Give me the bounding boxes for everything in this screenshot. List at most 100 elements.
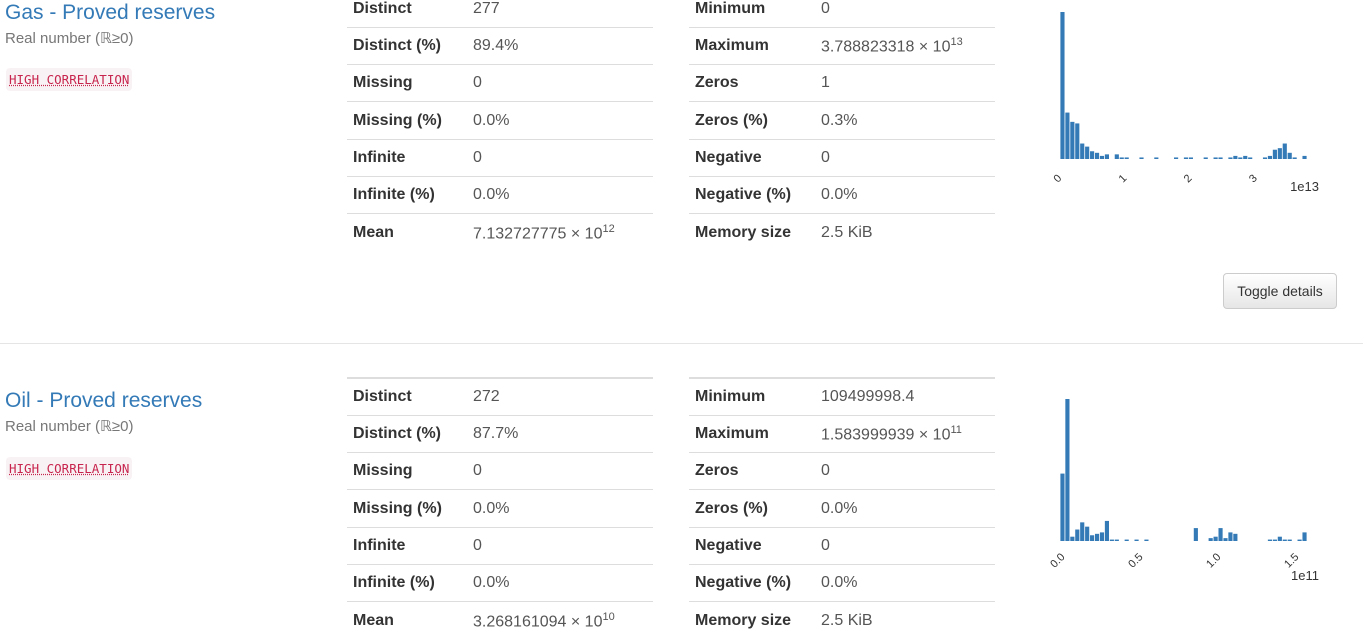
stat-label: Negative (%) — [689, 563, 815, 602]
histogram-bar — [1124, 539, 1129, 541]
histogram-bar — [1114, 539, 1119, 541]
stats-row: Infinite (%) 0.0% — [347, 563, 653, 602]
histogram-bar — [1302, 532, 1307, 541]
stat-label: Minimum — [689, 376, 815, 416]
stat-label: Zeros (%) — [689, 101, 815, 140]
stat-value: 0 — [815, 138, 995, 177]
histogram-bar — [1104, 154, 1109, 159]
stat-value-text: 0.0% — [473, 111, 510, 129]
stat-value-exponent: 13 — [950, 35, 963, 48]
stat-value-text: 0 — [473, 462, 482, 480]
histogram-bar — [1134, 539, 1139, 541]
histogram-bar — [1277, 536, 1282, 541]
stat-value: 0.0% — [815, 563, 995, 602]
stat-value: 0 — [467, 452, 653, 490]
histogram-gas: 0 1 2 3 1e13 — [1051, 12, 1319, 194]
high-correlation-badge[interactable]: HIGH CORRELATION — [6, 68, 133, 91]
stats-row: Missing 0 — [347, 64, 653, 102]
stats-table-right: Minimum 109499998.4 Maximum 1.583999939 × 1… — [689, 376, 995, 639]
histogram-bar — [1104, 520, 1109, 541]
variable-gas-proved-reserves: Gas - Proved reserves Real number (ℝ≥0) … — [5, 0, 1337, 309]
stat-label: Maximum — [689, 414, 815, 453]
stat-value-text: 277 — [473, 0, 500, 17]
histogram-bar — [1223, 538, 1228, 541]
stat-value: 2.5 KiB — [815, 213, 995, 252]
stat-label: Maximum — [689, 26, 815, 65]
stat-value-exponent: 12 — [602, 222, 615, 235]
histogram-bar — [1248, 157, 1253, 159]
stats-row: Infinite 0 — [347, 526, 653, 565]
stat-value-text: 0.0% — [821, 186, 858, 204]
stat-value-text: 272 — [473, 387, 500, 405]
stat-label: Missing — [347, 64, 467, 102]
histogram-bar — [1114, 154, 1119, 159]
high-correlation-badge[interactable]: HIGH CORRELATION — [6, 457, 133, 480]
stat-value: 277 — [467, 0, 653, 28]
stat-value: 0.3% — [815, 101, 995, 140]
stat-label: Missing (%) — [347, 489, 467, 528]
stats-row: Missing (%) 0.0% — [347, 489, 653, 528]
stat-value-text: 3.788823318 × 10 — [821, 38, 951, 56]
stat-label: Negative — [689, 526, 815, 565]
histogram-bar — [1282, 143, 1287, 159]
stat-value-text: 0.3% — [821, 111, 858, 129]
stat-value-text: 0.0% — [473, 499, 510, 517]
histogram-bar — [1124, 157, 1129, 159]
histogram-bar — [1203, 157, 1208, 159]
histogram-bar — [1228, 532, 1233, 541]
stat-value-text: 0.0% — [821, 499, 858, 517]
histogram-bar — [1094, 533, 1100, 541]
stat-value-exponent: 11 — [950, 423, 962, 436]
stats-table-right: Minimum 0 Maximum 3.788823318 × 1013 Zeros 1 Z… — [689, 0, 995, 252]
stats-row: Memory size 2.5 KiB — [689, 601, 995, 639]
histogram-bar — [1174, 157, 1179, 159]
stat-value-text: 2.5 KiB — [821, 611, 873, 629]
histogram-bar — [1065, 399, 1070, 541]
stats-row: Distinct (%) 89.4% — [347, 26, 653, 65]
histogram-bar — [1183, 157, 1189, 159]
histogram-bar — [1233, 155, 1238, 159]
variable-title[interactable]: Gas - Proved reserves — [5, 1, 216, 24]
stat-value-text: 0 — [473, 148, 482, 166]
variable-type: Real number (ℝ≥0) — [5, 418, 134, 435]
stats-row: Maximum 1.583999939 × 1011 — [689, 414, 995, 453]
histogram-bar — [1218, 528, 1223, 541]
variable-title[interactable]: Oil - Proved reserves — [5, 389, 203, 412]
stat-value: 0.0% — [815, 175, 995, 214]
stat-value-text: 89.4% — [473, 36, 519, 54]
histogram-bar — [1233, 533, 1238, 541]
stats-row: Infinite 0 — [347, 138, 653, 177]
stat-label: Zeros — [689, 64, 815, 102]
x-tick-label: 2 — [1182, 172, 1195, 185]
stat-label: Memory size — [689, 601, 815, 639]
stat-value: 109499998.4 — [815, 376, 995, 416]
stat-value: 1.583999939 × 1011 — [815, 414, 995, 453]
stats-row: Zeros (%) 0.0% — [689, 489, 995, 528]
histogram-bar — [1065, 112, 1070, 159]
stat-label: Mean — [347, 213, 467, 252]
stat-value: 0 — [467, 64, 653, 102]
histogram-bar — [1267, 155, 1273, 159]
x-axis-exponent: 1e13 — [1290, 179, 1319, 194]
variable-type: Real number (ℝ≥0) — [5, 30, 134, 47]
stat-value: 0.0% — [467, 563, 653, 602]
stat-value-text: 0 — [821, 0, 830, 17]
x-tick-label: 0.5 — [1126, 551, 1145, 570]
stat-label: Infinite (%) — [347, 175, 467, 214]
histogram-bar — [1297, 539, 1302, 541]
stat-value-text: 0 — [821, 536, 830, 554]
histogram-bar — [1208, 538, 1213, 541]
histogram-bar — [1090, 151, 1095, 159]
stat-value-text: 0 — [473, 74, 482, 92]
histogram-bar — [1292, 157, 1297, 159]
toggle-details-button[interactable]: Toggle details — [1223, 273, 1337, 309]
stat-value: 0 — [815, 526, 995, 565]
x-tick-label: 0 — [1051, 172, 1064, 185]
stats-row: Mean 3.268161094 × 1010 — [347, 601, 653, 639]
stats-row: Minimum 109499998.4 — [689, 376, 995, 416]
stat-value: 0.0% — [467, 175, 653, 214]
stat-value-text: 0 — [821, 148, 830, 166]
histogram-bar — [1262, 157, 1268, 159]
histogram-bar — [1213, 536, 1218, 541]
